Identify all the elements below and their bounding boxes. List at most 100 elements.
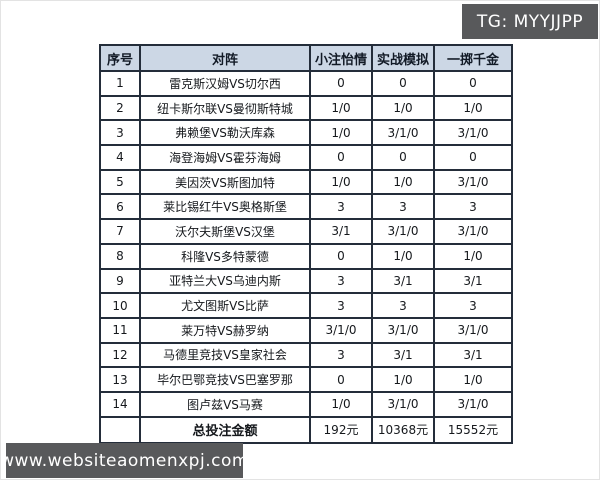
row-simulation: 3 <box>371 292 435 319</box>
row-simulation: 0 <box>371 144 435 171</box>
row-small-bet: 1/0 <box>309 168 373 196</box>
row-simulation: 3/1/0 <box>371 316 435 344</box>
row-big-bet: 1/0 <box>433 366 513 393</box>
row-big-bet: 0 <box>433 70 513 97</box>
table-row: 2 纽卡斯尔联VS曼彻斯特城 1/0 1/0 1/0 <box>99 94 513 122</box>
row-small-bet: 0 <box>309 242 373 270</box>
header-small-bet: 小注怡情 <box>309 44 373 72</box>
row-match: 毕尔巴鄂竞技VS巴塞罗那 <box>139 366 311 393</box>
row-match: 纽卡斯尔联VS曼彻斯特城 <box>139 94 311 122</box>
table-total-row: 总投注金额 192元 10368元 15552元 <box>99 415 513 444</box>
header-simulation: 实战模拟 <box>371 44 435 72</box>
row-number: 7 <box>99 218 141 245</box>
row-simulation: 1/0 <box>371 242 435 270</box>
row-simulation: 1/0 <box>371 168 435 196</box>
row-number: 13 <box>99 366 141 393</box>
row-number: 4 <box>99 144 141 171</box>
total-simulation: 10368元 <box>371 415 435 444</box>
table-row: 6 莱比锡红牛VS奥格斯堡 3 3 3 <box>99 193 513 221</box>
row-big-bet: 3/1/0 <box>433 119 513 147</box>
row-small-bet: 3 <box>309 193 373 221</box>
table-row: 8 科隆VS多特蒙德 0 1/0 1/0 <box>99 242 513 270</box>
row-simulation: 3/1/0 <box>371 390 435 418</box>
row-small-bet: 1/0 <box>309 119 373 147</box>
row-small-bet: 1/0 <box>309 94 373 122</box>
header-serial-number: 序号 <box>99 44 141 72</box>
row-number: 3 <box>99 119 141 147</box>
table-row: 13 毕尔巴鄂竞技VS巴塞罗那 0 1/0 1/0 <box>99 366 513 393</box>
row-match: 亚特兰大VS乌迪内斯 <box>139 267 311 295</box>
row-match: 莱比锡红牛VS奥格斯堡 <box>139 193 311 221</box>
row-match: 弗赖堡VS勒沃库森 <box>139 119 311 147</box>
row-simulation: 1/0 <box>371 94 435 122</box>
row-match: 沃尔夫斯堡VS汉堡 <box>139 218 311 245</box>
row-big-bet: 3/1/0 <box>433 218 513 245</box>
row-match: 科隆VS多特蒙德 <box>139 242 311 270</box>
table-row: 14 图卢兹VS马赛 1/0 3/1/0 3/1/0 <box>99 390 513 418</box>
row-match: 图卢兹VS马赛 <box>139 390 311 418</box>
header-matchup: 对阵 <box>139 44 311 72</box>
total-label: 总投注金额 <box>139 415 311 444</box>
row-big-bet: 0 <box>433 144 513 171</box>
table-row: 7 沃尔夫斯堡VS汉堡 3/1 3/1/0 3/1/0 <box>99 218 513 245</box>
row-big-bet: 3/1/0 <box>433 316 513 344</box>
table-row: 3 弗赖堡VS勒沃库森 1/0 3/1/0 3/1/0 <box>99 119 513 147</box>
row-number: 10 <box>99 292 141 319</box>
row-simulation: 3/1/0 <box>371 218 435 245</box>
row-number: 12 <box>99 341 141 369</box>
table-row: 11 莱万特VS赫罗纳 3/1/0 3/1/0 3/1/0 <box>99 316 513 344</box>
row-small-bet: 3/1 <box>309 218 373 245</box>
table-header-row: 序号 对阵 小注怡情 实战模拟 一掷千金 <box>99 44 513 72</box>
header-big-bet: 一掷千金 <box>433 44 513 72</box>
telegram-handle-text: TG: MYYJJPP <box>476 11 584 32</box>
total-big-bet: 15552元 <box>433 415 513 444</box>
row-number: 14 <box>99 390 141 418</box>
website-watermark-banner: www.websiteaomenxpj.com <box>0 443 248 478</box>
row-big-bet: 3/1 <box>433 341 513 369</box>
row-simulation: 1/0 <box>371 366 435 393</box>
row-big-bet: 3 <box>433 193 513 221</box>
row-small-bet: 0 <box>309 70 373 97</box>
row-number: 9 <box>99 267 141 295</box>
row-small-bet: 0 <box>309 144 373 171</box>
row-match: 莱万特VS赫罗纳 <box>139 316 311 344</box>
row-big-bet: 3 <box>433 292 513 319</box>
betting-table: 序号 对阵 小注怡情 实战模拟 一掷千金 1 雷克斯汉姆VS切尔西 0 0 0 … <box>99 44 513 444</box>
row-big-bet: 1/0 <box>433 94 513 122</box>
table-row: 9 亚特兰大VS乌迪内斯 3 3/1 3/1 <box>99 267 513 295</box>
row-number: 6 <box>99 193 141 221</box>
row-big-bet: 3/1/0 <box>433 168 513 196</box>
row-match: 雷克斯汉姆VS切尔西 <box>139 70 311 97</box>
row-small-bet: 3/1/0 <box>309 316 373 344</box>
table-row: 10 尤文图斯VS比萨 3 3 3 <box>99 292 513 319</box>
row-match: 海登海姆VS霍芬海姆 <box>139 144 311 171</box>
row-number: 11 <box>99 316 141 344</box>
table-row: 1 雷克斯汉姆VS切尔西 0 0 0 <box>99 70 513 97</box>
row-number: 8 <box>99 242 141 270</box>
row-small-bet: 1/0 <box>309 390 373 418</box>
row-match: 美因茨VS斯图加特 <box>139 168 311 196</box>
row-simulation: 3/1/0 <box>371 119 435 147</box>
telegram-handle-banner: TG: MYYJJPP <box>462 4 598 39</box>
row-small-bet: 3 <box>309 292 373 319</box>
row-simulation: 3 <box>371 193 435 221</box>
row-match: 马德里竞技VS皇家社会 <box>139 341 311 369</box>
total-small-bet: 192元 <box>309 415 373 444</box>
table-row: 4 海登海姆VS霍芬海姆 0 0 0 <box>99 144 513 171</box>
row-number: 1 <box>99 70 141 97</box>
row-number: 5 <box>99 168 141 196</box>
row-match: 尤文图斯VS比萨 <box>139 292 311 319</box>
row-number: 2 <box>99 94 141 122</box>
row-small-bet: 3 <box>309 341 373 369</box>
row-small-bet: 0 <box>309 366 373 393</box>
row-simulation: 3/1 <box>371 267 435 295</box>
row-simulation: 0 <box>371 70 435 97</box>
row-big-bet: 3/1 <box>433 267 513 295</box>
total-empty-cell <box>99 415 141 444</box>
website-watermark-text: www.websiteaomenxpj.com <box>0 450 249 471</box>
table-row: 12 马德里竞技VS皇家社会 3 3/1 3/1 <box>99 341 513 369</box>
row-big-bet: 1/0 <box>433 242 513 270</box>
table-row: 5 美因茨VS斯图加特 1/0 1/0 3/1/0 <box>99 168 513 196</box>
row-simulation: 3/1 <box>371 341 435 369</box>
